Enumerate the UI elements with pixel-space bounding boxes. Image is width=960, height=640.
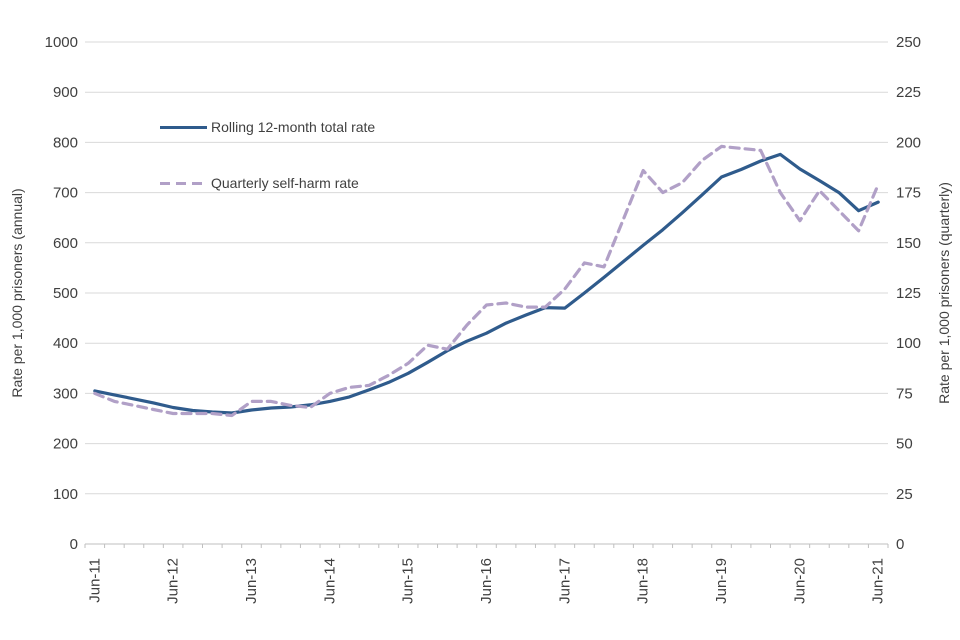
right-axis-title: Rate per 1,000 prisoners (quarterly) — [936, 182, 952, 404]
left-axis-tick-label: 500 — [53, 285, 78, 302]
right-axis-tick-label: 200 — [896, 134, 921, 151]
right-axis-tick-label: 0 — [896, 536, 904, 553]
left-axis-tick-label: 600 — [53, 235, 78, 252]
right-axis-tick-label: 175 — [896, 185, 921, 202]
left-axis-tick-label: 800 — [53, 134, 78, 151]
left-axis-tick-label: 100 — [53, 486, 78, 503]
x-axis-label: Jun-20 — [791, 558, 808, 604]
left-axis-tick-label: 1000 — [45, 34, 78, 51]
series-line-rolling-12-month — [93, 152, 880, 415]
left-axis-tick-label: 200 — [53, 436, 78, 453]
x-axis-label: Jun-13 — [243, 558, 260, 604]
left-axis-tick-label: 400 — [53, 335, 78, 352]
x-axis-label: Jun-12 — [165, 558, 182, 604]
x-axis-label: Jun-11 — [86, 558, 103, 603]
legend-swatch-dashed-line — [160, 181, 207, 185]
left-axis-title: Rate per 1,000 prisoners (annual) — [9, 188, 25, 398]
left-axis-tick-label: 0 — [70, 536, 78, 553]
right-axis-tick-label: 75 — [896, 385, 913, 402]
x-axis-label: Jun-14 — [321, 558, 338, 604]
x-axis-label: Jun-18 — [635, 558, 652, 604]
right-axis-tick-label: 125 — [896, 285, 921, 302]
left-axis-tick-label: 900 — [53, 84, 78, 101]
x-axis-label: Jun-16 — [478, 558, 495, 604]
right-axis-tick-label: 225 — [896, 84, 921, 101]
legend-swatch-solid-line — [160, 125, 207, 129]
right-axis-tick-label: 25 — [896, 486, 913, 503]
legend-label-rolling-12-month: Rolling 12-month total rate — [211, 119, 376, 135]
series-line-quarterly-rate — [93, 144, 880, 418]
x-axis-label: Jun-21 — [870, 558, 887, 604]
x-axis-label: Jun-17 — [556, 558, 573, 604]
right-axis-tick-label: 50 — [896, 436, 913, 453]
left-axis-tick-label: 700 — [53, 185, 78, 202]
right-axis-tick-label: 250 — [896, 34, 921, 51]
right-axis-tick-label: 150 — [896, 235, 921, 252]
legend-item-rolling-12-month: Rolling 12-month total rate — [160, 118, 375, 136]
legend-label-quarterly-rate: Quarterly self-harm rate — [211, 175, 359, 191]
right-axis-tick-label: 100 — [896, 335, 921, 352]
x-axis-label: Jun-15 — [400, 558, 417, 604]
left-axis-tick-label: 300 — [53, 385, 78, 402]
legend-item-quarterly-rate: Quarterly self-harm rate — [160, 174, 359, 192]
x-axis-label: Jun-19 — [713, 558, 730, 604]
